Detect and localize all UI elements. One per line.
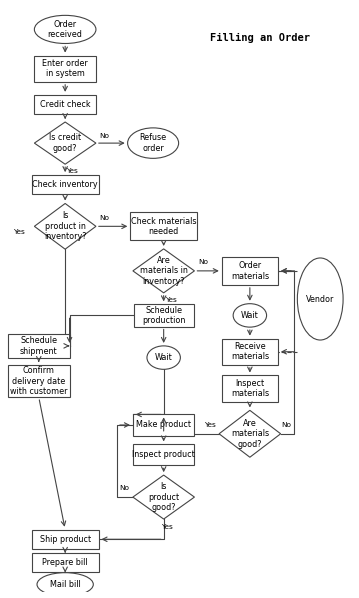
Polygon shape xyxy=(34,122,96,164)
FancyBboxPatch shape xyxy=(130,212,197,240)
Ellipse shape xyxy=(233,304,267,327)
Text: No: No xyxy=(119,486,129,492)
FancyBboxPatch shape xyxy=(8,334,70,358)
Text: Vendor: Vendor xyxy=(306,294,335,304)
Text: Check materials
needed: Check materials needed xyxy=(131,216,196,236)
Text: Order
received: Order received xyxy=(48,20,83,39)
Ellipse shape xyxy=(127,128,179,158)
Text: Yes: Yes xyxy=(13,229,24,235)
Text: Confirm
delivery date
with customer: Confirm delivery date with customer xyxy=(10,366,67,396)
Text: Is
product
good?: Is product good? xyxy=(148,482,179,512)
Text: Filling an Order: Filling an Order xyxy=(210,33,311,43)
Text: Yes: Yes xyxy=(161,524,173,530)
Text: Mail bill: Mail bill xyxy=(50,580,80,589)
Text: Credit check: Credit check xyxy=(40,100,90,109)
Text: Refuse
order: Refuse order xyxy=(140,133,167,153)
Text: No: No xyxy=(100,133,110,139)
Polygon shape xyxy=(219,410,281,457)
FancyBboxPatch shape xyxy=(222,257,278,285)
Ellipse shape xyxy=(37,573,93,596)
Text: Order
materials: Order materials xyxy=(231,261,269,280)
FancyBboxPatch shape xyxy=(8,365,70,397)
Text: Prepare bill: Prepare bill xyxy=(42,558,88,568)
Polygon shape xyxy=(133,475,195,519)
Text: Yes: Yes xyxy=(165,297,177,303)
Text: Enter order
in system: Enter order in system xyxy=(42,59,88,78)
Text: Is credit
good?: Is credit good? xyxy=(49,133,81,153)
FancyBboxPatch shape xyxy=(133,414,195,435)
FancyBboxPatch shape xyxy=(32,175,99,194)
Text: Schedule
production: Schedule production xyxy=(142,306,185,325)
Ellipse shape xyxy=(297,258,343,340)
Text: Wait: Wait xyxy=(155,353,173,362)
Text: Schedule
shipment: Schedule shipment xyxy=(20,336,57,356)
Text: No: No xyxy=(100,215,110,221)
Text: Make product: Make product xyxy=(136,420,191,429)
FancyBboxPatch shape xyxy=(222,338,278,365)
FancyBboxPatch shape xyxy=(32,530,99,549)
Text: No: No xyxy=(198,259,208,265)
FancyBboxPatch shape xyxy=(222,376,278,402)
Text: Inspect
materials: Inspect materials xyxy=(231,379,269,398)
Text: Check inventory: Check inventory xyxy=(32,180,98,189)
FancyBboxPatch shape xyxy=(34,94,96,114)
Text: Is
product in
inventory?: Is product in inventory? xyxy=(44,212,87,241)
Ellipse shape xyxy=(147,346,180,370)
Text: Wait: Wait xyxy=(241,311,259,320)
Text: Inspect product: Inspect product xyxy=(132,450,195,459)
Text: Receive
materials: Receive materials xyxy=(231,342,269,361)
Text: No: No xyxy=(281,422,291,428)
FancyBboxPatch shape xyxy=(32,553,99,572)
Text: Are
materials in
inventory?: Are materials in inventory? xyxy=(140,256,188,286)
Text: Yes: Yes xyxy=(204,422,215,428)
FancyBboxPatch shape xyxy=(134,304,194,327)
Text: Are
materials
good?: Are materials good? xyxy=(231,419,269,448)
Polygon shape xyxy=(34,203,96,249)
FancyBboxPatch shape xyxy=(34,56,96,82)
Text: Yes: Yes xyxy=(66,168,78,174)
Ellipse shape xyxy=(34,16,96,44)
FancyBboxPatch shape xyxy=(133,444,195,465)
Text: Ship product: Ship product xyxy=(39,535,91,544)
Polygon shape xyxy=(133,249,195,293)
